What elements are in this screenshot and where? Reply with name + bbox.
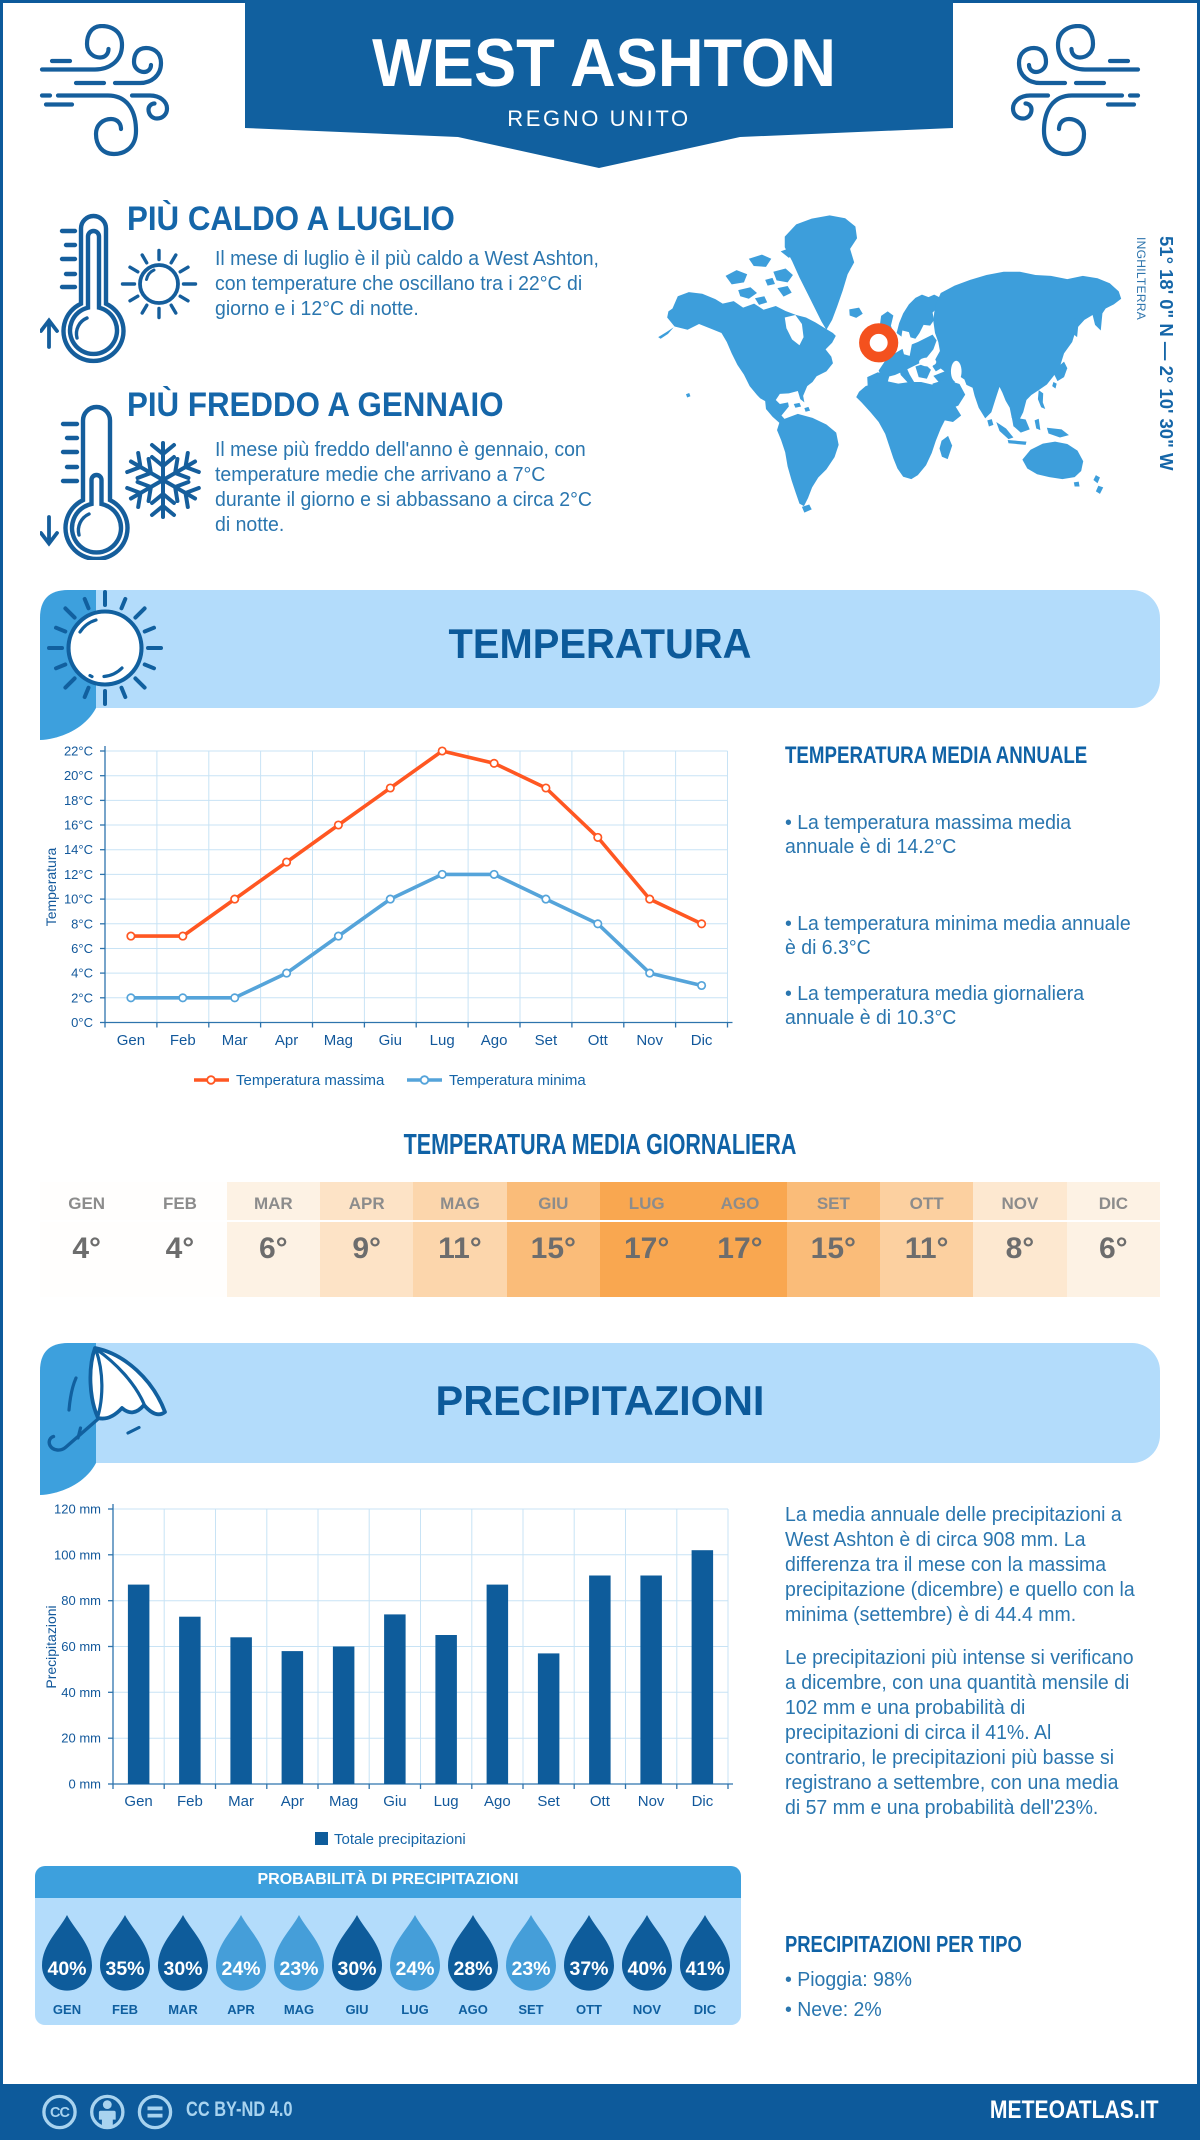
- svg-text:Nov: Nov: [638, 1793, 665, 1810]
- svg-text:FEB: FEB: [112, 2002, 138, 2017]
- svg-text:DIC: DIC: [694, 2002, 717, 2017]
- svg-text:60 mm: 60 mm: [61, 1639, 101, 1654]
- svg-text:Apr: Apr: [281, 1793, 304, 1810]
- svg-text:0 mm: 0 mm: [69, 1777, 102, 1792]
- svg-text:Giu: Giu: [383, 1793, 406, 1810]
- svg-text:14°C: 14°C: [64, 842, 93, 857]
- svg-text:APR: APR: [227, 2002, 255, 2017]
- svg-text:Mag: Mag: [329, 1793, 358, 1810]
- svg-text:Feb: Feb: [177, 1793, 203, 1810]
- svg-text:20°C: 20°C: [64, 768, 93, 783]
- svg-text:2°C: 2°C: [71, 990, 93, 1005]
- svg-text:40 mm: 40 mm: [61, 1685, 101, 1700]
- svg-text:Ott: Ott: [588, 1032, 609, 1049]
- svg-text:40%: 40%: [627, 1958, 666, 1980]
- svg-text:40%: 40%: [47, 1958, 86, 1980]
- svg-text:Ago: Ago: [481, 1032, 508, 1049]
- svg-text:Feb: Feb: [170, 1032, 196, 1049]
- svg-text:GIU: GIU: [345, 2002, 368, 2017]
- svg-text:23%: 23%: [279, 1958, 318, 1980]
- svg-text:Mar: Mar: [222, 1032, 248, 1049]
- svg-text:Precipitazioni: Precipitazioni: [43, 1605, 59, 1688]
- svg-text:OTT: OTT: [576, 2002, 602, 2017]
- svg-text:MAG: MAG: [284, 2002, 314, 2017]
- svg-text:Totale precipitazioni: Totale precipitazioni: [334, 1831, 466, 1848]
- svg-text:Giu: Giu: [379, 1032, 402, 1049]
- svg-text:35%: 35%: [105, 1958, 144, 1980]
- svg-text:Mar: Mar: [228, 1793, 254, 1810]
- svg-text:37%: 37%: [569, 1958, 608, 1980]
- svg-text:SET: SET: [518, 2002, 543, 2017]
- svg-text:24%: 24%: [395, 1958, 434, 1980]
- svg-text:Set: Set: [537, 1793, 560, 1810]
- svg-text:Gen: Gen: [124, 1793, 152, 1810]
- svg-text:8°C: 8°C: [71, 916, 93, 931]
- svg-text:30%: 30%: [163, 1958, 202, 1980]
- svg-text:NOV: NOV: [633, 2002, 662, 2017]
- svg-text:100 mm: 100 mm: [54, 1547, 101, 1562]
- svg-text:Lug: Lug: [430, 1032, 455, 1049]
- svg-text:AGO: AGO: [458, 2002, 488, 2017]
- svg-text:Ott: Ott: [590, 1793, 611, 1810]
- svg-text:Temperatura massima: Temperatura massima: [236, 1072, 385, 1089]
- svg-text:10°C: 10°C: [64, 892, 93, 907]
- svg-text:22°C: 22°C: [64, 744, 93, 759]
- svg-text:24%: 24%: [221, 1958, 260, 1980]
- svg-text:Gen: Gen: [117, 1032, 145, 1049]
- svg-text:Temperatura minima: Temperatura minima: [449, 1072, 586, 1089]
- svg-text:Mag: Mag: [324, 1032, 353, 1049]
- svg-text:23%: 23%: [511, 1958, 550, 1980]
- svg-text:28%: 28%: [453, 1958, 492, 1980]
- svg-text:LUG: LUG: [401, 2002, 428, 2017]
- svg-text:GEN: GEN: [53, 2002, 81, 2017]
- svg-text:MAR: MAR: [168, 2002, 198, 2017]
- svg-text:Apr: Apr: [275, 1032, 298, 1049]
- svg-text:80 mm: 80 mm: [61, 1593, 101, 1608]
- svg-text:Dic: Dic: [691, 1032, 713, 1049]
- svg-text:0°C: 0°C: [71, 1015, 93, 1030]
- svg-text:Lug: Lug: [434, 1793, 459, 1810]
- svg-text:16°C: 16°C: [64, 818, 93, 833]
- svg-text:120 mm: 120 mm: [54, 1502, 101, 1517]
- svg-text:6°C: 6°C: [71, 941, 93, 956]
- svg-text:18°C: 18°C: [64, 793, 93, 808]
- svg-text:30%: 30%: [337, 1958, 376, 1980]
- svg-text:41%: 41%: [685, 1958, 724, 1980]
- svg-text:4°C: 4°C: [71, 966, 93, 981]
- svg-text:Set: Set: [535, 1032, 558, 1049]
- svg-text:CC: CC: [50, 2105, 70, 2121]
- svg-text:12°C: 12°C: [64, 867, 93, 882]
- svg-text:20 mm: 20 mm: [61, 1731, 101, 1746]
- svg-text:Nov: Nov: [636, 1032, 663, 1049]
- svg-text:Temperatura: Temperatura: [43, 847, 59, 926]
- svg-text:Ago: Ago: [484, 1793, 511, 1810]
- svg-text:Dic: Dic: [692, 1793, 714, 1810]
